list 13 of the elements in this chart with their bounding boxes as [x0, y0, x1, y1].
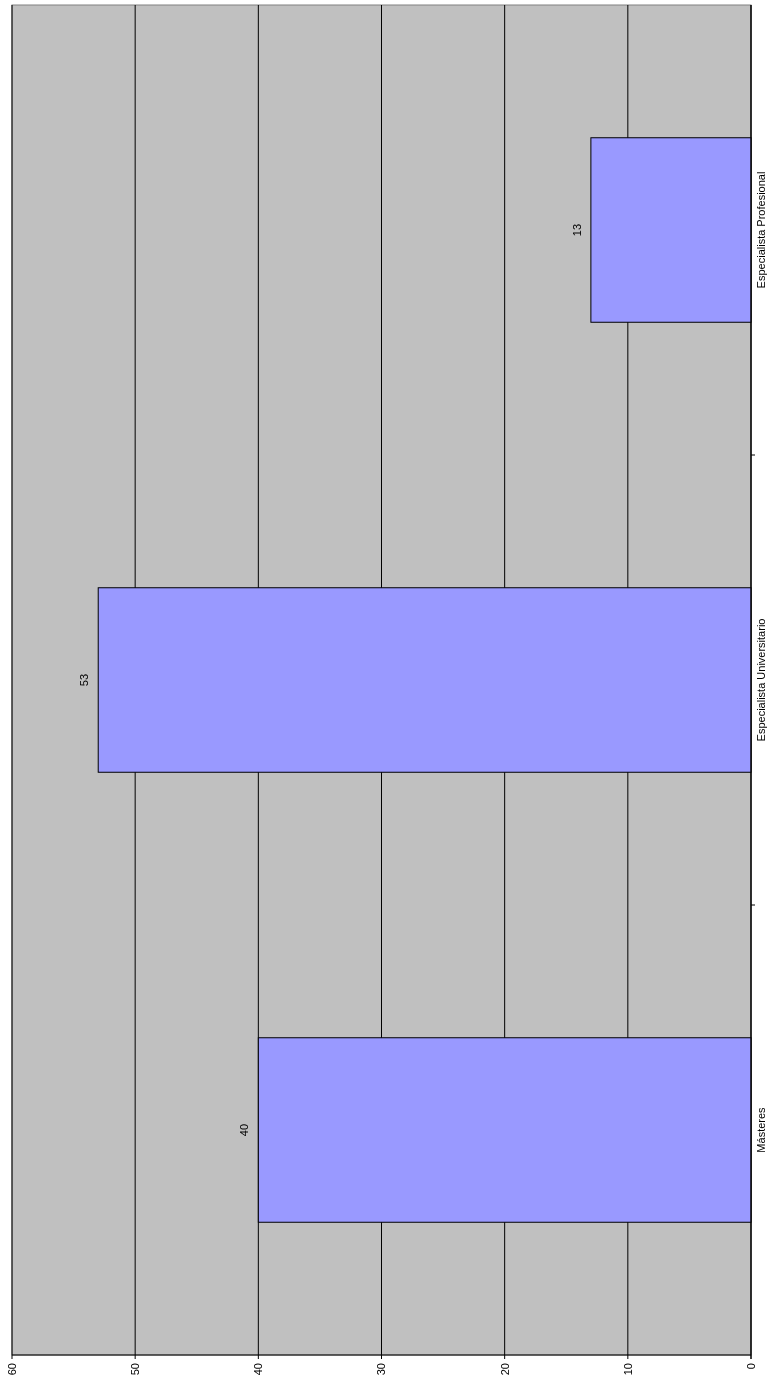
- x-tick-label: 50: [129, 1363, 142, 1376]
- data-label: 53: [78, 673, 91, 687]
- data-label: 40: [238, 1123, 251, 1137]
- y-tick-label: Especialista Profesional: [755, 171, 767, 289]
- x-tick-label: 60: [5, 1363, 18, 1376]
- data-label: 13: [570, 223, 583, 237]
- y-tick-label: Especialista Universitario: [755, 618, 767, 742]
- x-tick-label: 30: [375, 1363, 388, 1376]
- x-tick-label: 40: [252, 1363, 265, 1376]
- x-tick-label: 20: [498, 1363, 511, 1376]
- x-tick-label: 10: [621, 1363, 634, 1376]
- x-tick-label: 0: [744, 1363, 757, 1370]
- y-tick-label: Másteres: [755, 1106, 767, 1153]
